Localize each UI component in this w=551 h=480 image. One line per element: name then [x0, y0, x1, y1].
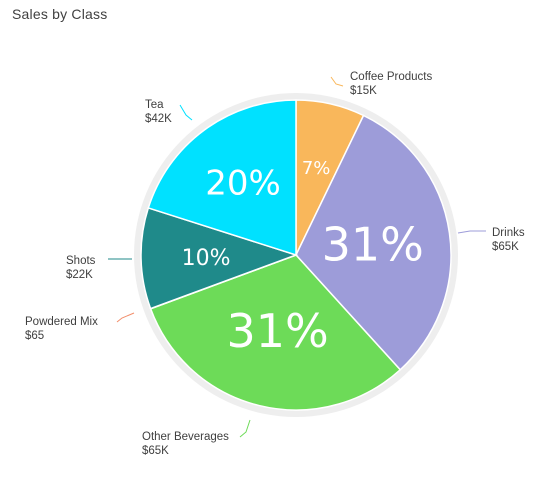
slice-value-label: $15K [350, 85, 377, 97]
percent-label: 7% [302, 158, 331, 179]
leader-line [330, 76, 344, 87]
pie-slice-drinks[interactable] [295, 114, 452, 371]
slice-name-label: Drinks [492, 227, 525, 239]
slice-value-label: $65 [25, 330, 44, 342]
leader-lines [108, 76, 486, 438]
percent-label: 10% [182, 246, 231, 271]
pie-slices [140, 99, 452, 411]
slice-name-label: Other Beverages [142, 431, 229, 443]
leader-line [116, 312, 135, 323]
leader-line [457, 230, 486, 234]
pie-slice-other-beverages[interactable] [149, 254, 402, 411]
slice-labels: Coffee Products $15K Drinks $65K Other Bever… [25, 71, 525, 457]
percent-labels: 7% 31% 31% 10% 20% [182, 158, 424, 358]
leader-line [239, 419, 251, 438]
slice-name-label: Coffee Products [350, 71, 433, 83]
slice-value-label: $65K [142, 445, 169, 457]
pie-slice-shots[interactable] [140, 206, 299, 310]
chart-title: Sales by Class [12, 6, 108, 22]
percent-label: 31% [226, 304, 328, 358]
slice-value-label: $65K [492, 241, 519, 253]
slice-value-label: $42K [145, 113, 172, 125]
slice-value-label: $22K [66, 269, 93, 281]
slice-name-label: Tea [145, 99, 164, 111]
leader-line [179, 104, 193, 121]
percent-label: 31% [322, 218, 424, 272]
percent-label: 20% [205, 164, 281, 204]
pie-slice-tea[interactable] [147, 99, 297, 257]
slice-name-label: Powdered Mix [25, 316, 98, 328]
slice-name-label: Shots [66, 255, 96, 267]
